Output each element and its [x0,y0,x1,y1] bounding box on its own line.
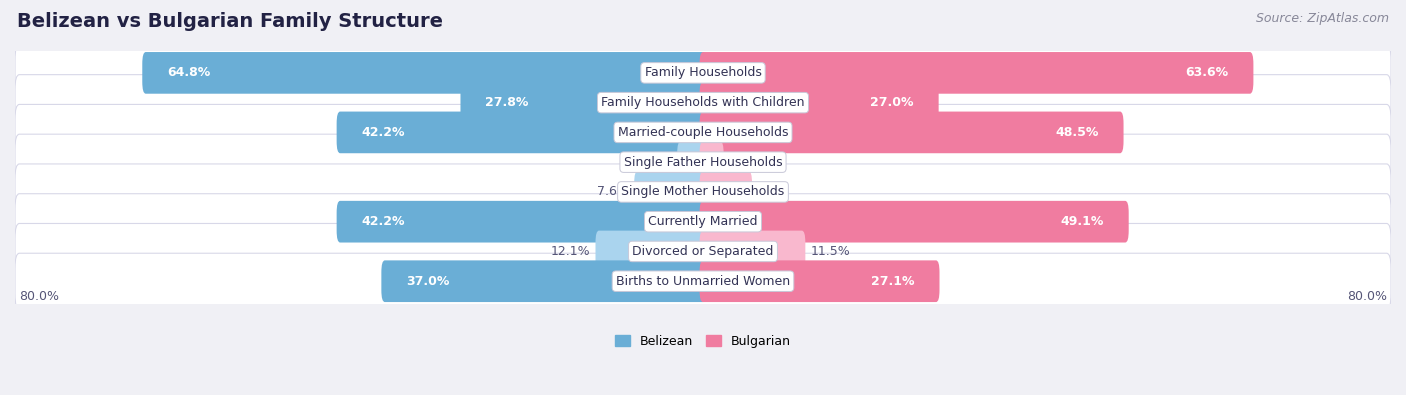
Text: 42.2%: 42.2% [361,126,405,139]
FancyBboxPatch shape [15,134,1391,190]
Text: 7.6%: 7.6% [598,185,628,198]
FancyBboxPatch shape [15,164,1391,220]
Text: Currently Married: Currently Married [648,215,758,228]
FancyBboxPatch shape [336,111,706,153]
FancyBboxPatch shape [634,171,706,213]
Text: 27.1%: 27.1% [872,275,914,288]
Legend: Belizean, Bulgarian: Belizean, Bulgarian [610,330,796,353]
Text: 49.1%: 49.1% [1060,215,1104,228]
Text: 2.6%: 2.6% [640,156,672,169]
Text: 63.6%: 63.6% [1185,66,1229,79]
FancyBboxPatch shape [700,201,1129,243]
FancyBboxPatch shape [15,194,1391,250]
FancyBboxPatch shape [700,231,806,272]
Text: 27.8%: 27.8% [485,96,529,109]
FancyBboxPatch shape [15,104,1391,160]
FancyBboxPatch shape [15,253,1391,309]
Text: 42.2%: 42.2% [361,215,405,228]
FancyBboxPatch shape [700,52,1253,94]
FancyBboxPatch shape [700,260,939,302]
Text: 48.5%: 48.5% [1056,126,1098,139]
Text: 80.0%: 80.0% [20,290,59,303]
FancyBboxPatch shape [15,224,1391,279]
FancyBboxPatch shape [596,231,706,272]
FancyBboxPatch shape [700,111,1123,153]
Text: 37.0%: 37.0% [406,275,450,288]
FancyBboxPatch shape [700,82,939,124]
Text: Family Households with Children: Family Households with Children [602,96,804,109]
Text: 12.1%: 12.1% [551,245,591,258]
FancyBboxPatch shape [461,82,706,124]
Text: Married-couple Households: Married-couple Households [617,126,789,139]
FancyBboxPatch shape [336,201,706,243]
Text: Belizean vs Bulgarian Family Structure: Belizean vs Bulgarian Family Structure [17,12,443,31]
Text: 11.5%: 11.5% [810,245,851,258]
Text: Births to Unmarried Women: Births to Unmarried Women [616,275,790,288]
FancyBboxPatch shape [381,260,706,302]
Text: Single Father Households: Single Father Households [624,156,782,169]
FancyBboxPatch shape [15,45,1391,101]
Text: 5.3%: 5.3% [758,185,789,198]
Text: Divorced or Separated: Divorced or Separated [633,245,773,258]
Text: Family Households: Family Households [644,66,762,79]
Text: Source: ZipAtlas.com: Source: ZipAtlas.com [1256,12,1389,25]
Text: 80.0%: 80.0% [1347,290,1386,303]
FancyBboxPatch shape [142,52,706,94]
Text: Single Mother Households: Single Mother Households [621,185,785,198]
FancyBboxPatch shape [678,141,706,183]
FancyBboxPatch shape [15,75,1391,131]
FancyBboxPatch shape [700,171,752,213]
Text: 27.0%: 27.0% [870,96,914,109]
Text: 64.8%: 64.8% [167,66,211,79]
FancyBboxPatch shape [700,141,724,183]
Text: 2.0%: 2.0% [728,156,761,169]
